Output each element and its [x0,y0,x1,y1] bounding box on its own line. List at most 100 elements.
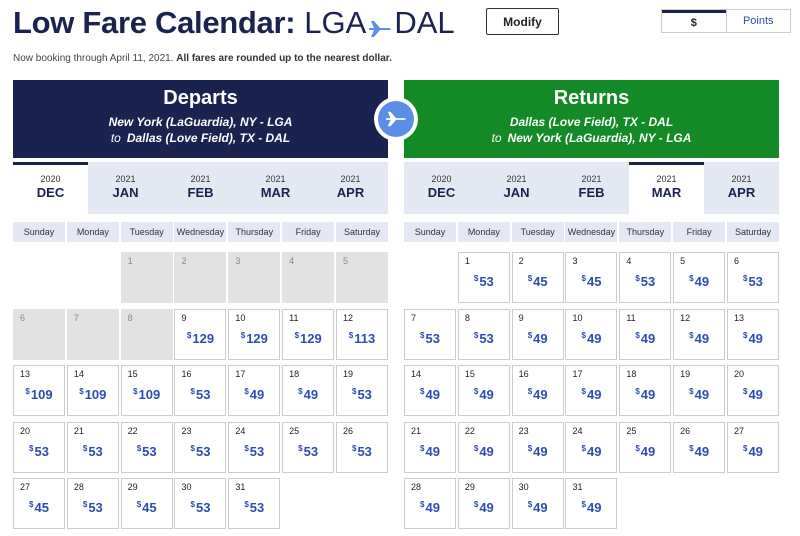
calendar-day[interactable]: 14 $109 [66,365,119,416]
calendar-day[interactable]: 18 $49 [282,365,335,416]
calendar-day[interactable]: 11 $49 [619,308,672,360]
calendar-day[interactable]: 17 $49 [228,365,281,416]
month-tab-feb[interactable]: 2021 FEB [163,162,238,214]
calendar-day[interactable]: 13 $49 [726,308,779,360]
calendar-day[interactable]: 22 $53 [120,421,173,473]
calendar-day[interactable]: 13 $109 [13,365,65,416]
fare-price: $53 [229,500,279,515]
calendar-day[interactable]: 7 $53 [404,308,456,360]
day-number: 16 [518,369,529,379]
month-tab-jan[interactable]: 2021 JAN [88,162,163,214]
calendar-day[interactable]: 11 $129 [282,308,335,360]
month-tab-dec[interactable]: 2020 DEC [13,162,88,214]
fare-amount: 53 [425,330,440,346]
calendar-day: 8 [120,308,173,360]
calendar-day[interactable]: 30 $53 [174,478,227,529]
calendar-day[interactable]: 19 $49 [673,365,726,416]
fare-price: $53 [337,387,387,402]
calendar-day[interactable]: 5 $49 [673,252,726,303]
calendar-day[interactable]: 27 $49 [726,421,779,473]
calendar-day: 6 [13,308,65,360]
fare-amount: 53 [34,443,49,459]
currency-symbol: $ [186,330,192,340]
calendar-day[interactable]: 28 $53 [66,478,119,529]
departs-to: Dallas (Love Field), TX - DAL [126,131,291,145]
calendar-day[interactable]: 25 $53 [282,421,335,473]
calendar-day[interactable]: 9 $129 [174,308,227,360]
modify-button[interactable]: Modify [486,8,559,35]
month-tab-apr[interactable]: 2021 APR [313,162,388,214]
plane-icon [386,111,406,127]
to-word: to [110,131,121,145]
fare-amount: 109 [138,387,161,402]
calendar-day[interactable]: 31 $53 [228,478,281,529]
calendar-day[interactable]: 27 $45 [13,478,65,529]
dollars-option[interactable]: $ [662,10,726,32]
calendar-day[interactable]: 16 $49 [511,365,564,416]
calendar-day[interactable]: 12 $113 [335,308,388,360]
calendar-day[interactable]: 1 $53 [457,252,510,303]
month-tab-mar[interactable]: 2021 MAR [238,162,313,214]
calendar-day[interactable]: 9 $49 [511,308,564,360]
day-number: 4 [289,256,295,266]
calendar-day[interactable]: 10 $129 [228,308,281,360]
calendar-day[interactable]: 14 $49 [404,365,456,416]
month-tab-jan[interactable]: 2021 JAN [479,162,554,214]
fare-amount: 45 [142,500,157,515]
calendar-day[interactable]: 24 $49 [565,421,618,473]
month-tab-mar[interactable]: 2021 MAR [629,162,704,214]
calendar-day[interactable]: 29 $45 [120,478,173,529]
calendar-day[interactable]: 8 $53 [457,308,510,360]
calendar-day[interactable]: 6 $53 [726,252,779,303]
calendar-day[interactable]: 22 $49 [457,421,510,473]
day-number: 15 [127,369,138,379]
returns-from: Dallas (Love Field), TX - DAL [509,115,674,129]
calendar-day[interactable]: 29 $49 [457,478,510,529]
calendar-day[interactable]: 26 $53 [335,421,388,473]
calendar-day: 4 [282,252,335,303]
calendar-day[interactable]: 31 $49 [565,478,618,529]
calendar-day[interactable]: 20 $53 [13,421,65,473]
day-number: 20 [20,425,31,436]
calendar-day[interactable]: 26 $49 [673,421,726,473]
page-header: Low Fare Calendar: LGA DAL [13,2,455,44]
calendar-day[interactable]: 25 $49 [619,421,672,473]
calendar-day[interactable]: 3 $45 [565,252,618,303]
calendar-day[interactable]: 10 $49 [565,308,618,360]
calendar-day[interactable]: 15 $49 [457,365,510,416]
day-number: 18 [626,369,637,379]
fare-amount: 129 [246,330,268,346]
calendar-day[interactable]: 30 $49 [511,478,564,529]
calendar-day[interactable]: 20 $49 [726,365,779,416]
currency-symbol: $ [581,500,586,509]
calendar-day[interactable]: 19 $53 [335,365,388,416]
swap-direction-button[interactable] [374,97,418,141]
calendar-day[interactable]: 15 $109 [120,365,173,416]
month-tab-label: FEB [187,185,214,200]
weekday-sunday: Sunday [404,222,456,242]
calendar-day[interactable]: 28 $49 [404,478,456,529]
fare-amount: 49 [533,330,548,346]
month-tab-dec[interactable]: 2020 DEC [404,162,479,214]
calendar-day[interactable]: 23 $49 [511,421,564,473]
fare-price: $49 [728,444,778,459]
calendar-day[interactable]: 16 $53 [174,365,227,416]
currency-symbol: $ [298,443,303,453]
returns-panel: Returns Dallas (Love Field), TX - DAL to… [404,80,779,529]
day-number: 13 [733,312,744,323]
calendar-day[interactable]: 17 $49 [565,365,618,416]
day-number: 23 [518,425,529,436]
month-tab-feb[interactable]: 2021 FEB [554,162,629,214]
calendar-day[interactable]: 21 $53 [66,421,119,473]
calendar-day[interactable]: 23 $53 [174,421,227,473]
fare-price: $129 [175,331,225,346]
calendar-day[interactable]: 2 $45 [511,252,564,303]
calendar-day[interactable]: 21 $49 [404,421,456,473]
points-option[interactable]: Points [725,10,791,32]
month-tab-apr[interactable]: 2021 APR [704,162,779,214]
calendar-day[interactable]: 18 $49 [619,365,672,416]
calendar-day[interactable]: 24 $53 [228,421,281,473]
fare-amount: 49 [586,330,602,346]
calendar-day[interactable]: 4 $53 [619,252,672,303]
calendar-day[interactable]: 12 $49 [673,308,726,360]
